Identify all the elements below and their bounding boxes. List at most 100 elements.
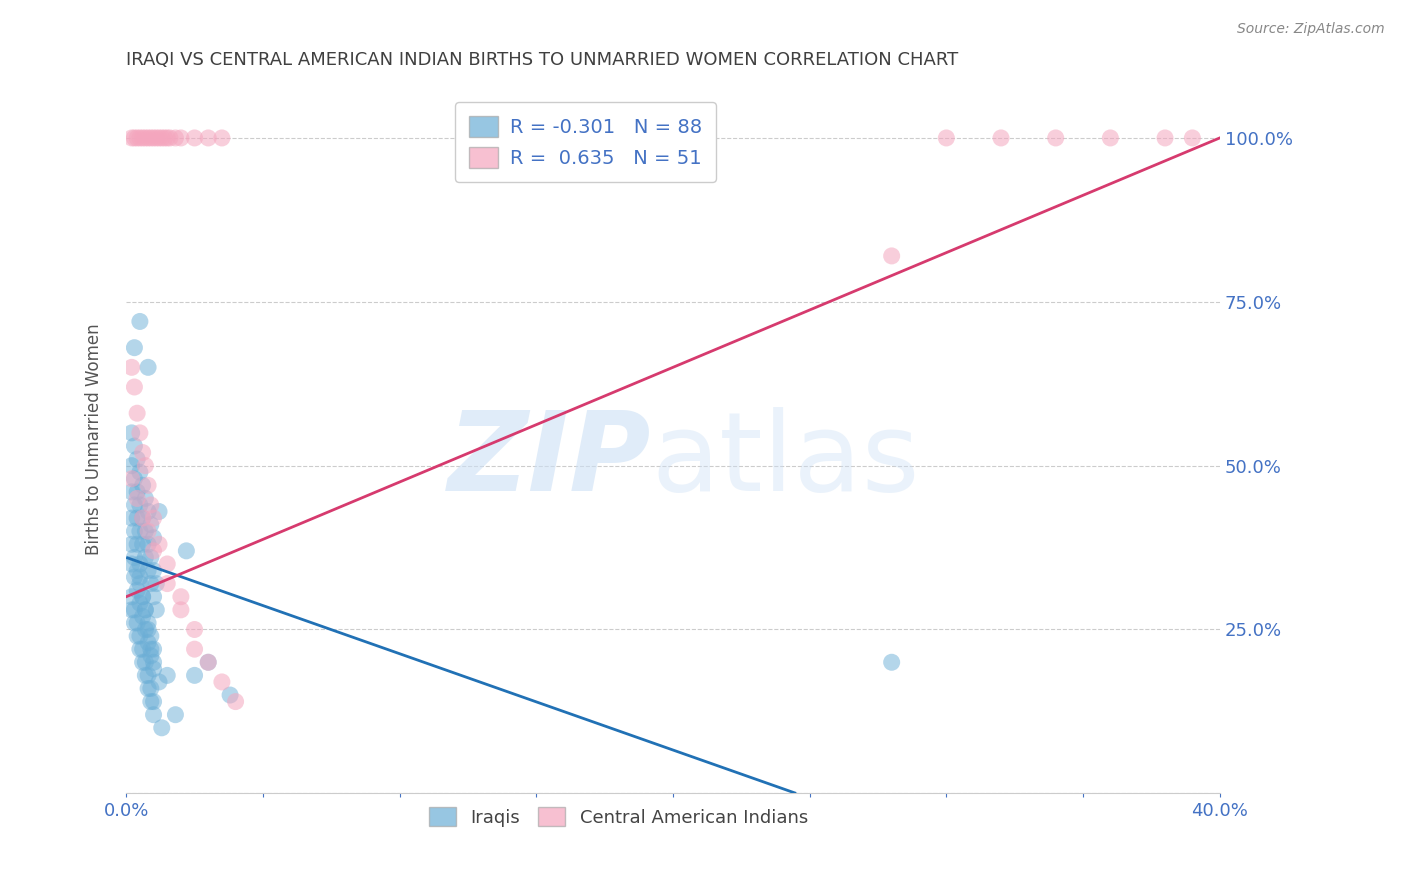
Point <box>145 131 167 145</box>
Point <box>136 360 159 375</box>
Point <box>127 629 149 643</box>
Point <box>159 131 181 145</box>
Point <box>131 131 153 145</box>
Point <box>131 590 153 604</box>
Point <box>121 484 143 499</box>
Point <box>134 623 156 637</box>
Text: ZIP: ZIP <box>447 407 651 514</box>
Point <box>127 131 149 145</box>
Point <box>128 131 150 145</box>
Point <box>139 681 162 696</box>
Point <box>121 458 143 473</box>
Point <box>124 603 146 617</box>
Point <box>128 629 150 643</box>
Y-axis label: Births to Unmarried Women: Births to Unmarried Women <box>86 324 103 555</box>
Point <box>142 131 165 145</box>
Point <box>131 609 153 624</box>
Point <box>134 603 156 617</box>
Point <box>127 537 149 551</box>
Point <box>136 681 159 696</box>
Point <box>183 623 205 637</box>
Point <box>128 642 150 657</box>
Point <box>127 615 149 630</box>
Point <box>128 596 150 610</box>
Legend: Iraqis, Central American Indians: Iraqis, Central American Indians <box>422 800 815 834</box>
Point <box>139 629 162 643</box>
Point <box>142 564 165 578</box>
Point <box>170 603 193 617</box>
Point <box>142 531 165 545</box>
Point <box>131 655 153 669</box>
Point <box>121 511 143 525</box>
Point <box>142 655 165 669</box>
Point <box>142 511 165 525</box>
Point <box>165 707 187 722</box>
Point <box>136 504 159 518</box>
Point <box>139 695 162 709</box>
Point <box>197 655 219 669</box>
Point <box>145 576 167 591</box>
Point <box>148 537 170 551</box>
Point <box>131 511 153 525</box>
Point <box>128 465 150 479</box>
Point <box>134 603 156 617</box>
Point <box>127 564 149 578</box>
Point <box>124 439 146 453</box>
Point <box>121 557 143 571</box>
Point <box>127 511 149 525</box>
Point <box>134 491 156 506</box>
Point <box>131 478 153 492</box>
Point <box>121 472 143 486</box>
Point <box>131 590 153 604</box>
Point <box>176 544 198 558</box>
Point <box>136 524 159 539</box>
Point <box>124 380 146 394</box>
Point <box>121 360 143 375</box>
Point <box>128 498 150 512</box>
Point <box>139 131 162 145</box>
Point <box>127 452 149 467</box>
Point <box>170 131 193 145</box>
Point <box>197 131 219 145</box>
Point <box>156 576 179 591</box>
Point <box>136 537 159 551</box>
Point <box>121 425 143 440</box>
Point <box>136 668 159 682</box>
Point <box>142 642 165 657</box>
Point <box>124 615 146 630</box>
Point <box>183 668 205 682</box>
Point <box>142 707 165 722</box>
Point <box>131 445 153 459</box>
Point <box>136 623 159 637</box>
Point <box>990 131 1012 145</box>
Point <box>153 131 176 145</box>
Point <box>128 557 150 571</box>
Point <box>136 635 159 649</box>
Point <box>136 615 159 630</box>
Point <box>165 131 187 145</box>
Point <box>128 314 150 328</box>
Point <box>134 668 156 682</box>
Point <box>148 674 170 689</box>
Point <box>128 570 150 584</box>
Point <box>131 642 153 657</box>
Point <box>142 590 165 604</box>
Point <box>142 662 165 676</box>
Point <box>124 550 146 565</box>
Point <box>139 498 162 512</box>
Point <box>1045 131 1067 145</box>
Point <box>183 642 205 657</box>
Point <box>156 557 179 571</box>
Point <box>121 537 143 551</box>
Point <box>134 655 156 669</box>
Point <box>139 642 162 657</box>
Point <box>148 131 170 145</box>
Point <box>127 583 149 598</box>
Point <box>150 131 173 145</box>
Point <box>225 695 247 709</box>
Point <box>139 648 162 663</box>
Point <box>139 576 162 591</box>
Point <box>183 131 205 145</box>
Point <box>150 721 173 735</box>
Point <box>1181 131 1204 145</box>
